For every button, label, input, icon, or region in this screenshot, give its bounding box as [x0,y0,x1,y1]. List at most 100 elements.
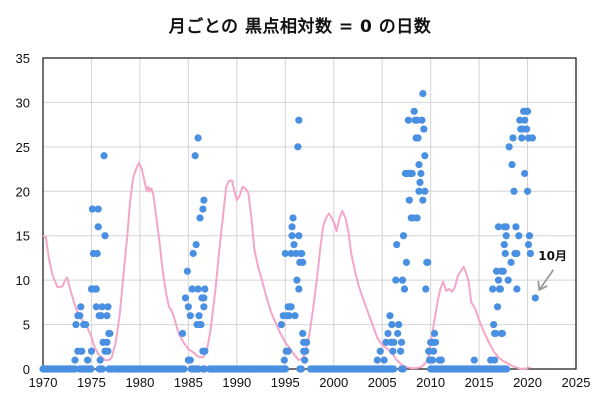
data-point [493,303,502,311]
data-point [390,338,398,346]
x-tick-label: 2000 [319,375,348,390]
data-point [92,303,100,311]
data-point [200,196,208,204]
data-point [502,232,510,240]
scatter-series [39,89,539,373]
data-point [87,347,96,355]
data-point [415,161,423,169]
data-point-zero [390,365,398,373]
data-point [418,116,426,124]
x-tick-label: 2010 [416,375,445,390]
x-tick-label: 2025 [562,375,591,390]
data-point-zero [502,365,511,373]
data-point [496,285,505,293]
data-point [96,356,104,364]
annotation-arrowhead [537,280,548,292]
annotation-group: 10月 [537,249,567,292]
data-point [88,205,97,213]
data-point [523,107,532,115]
data-point [500,241,508,249]
data-point [302,338,311,346]
annotation-label: 10月 [538,249,567,263]
data-point [400,285,409,293]
data-point [194,285,202,293]
data-point [291,312,299,320]
y-tick-label: 0 [23,362,30,377]
data-point [300,347,308,355]
data-point [408,169,416,178]
data-point [83,356,92,364]
y-tick-label: 25 [16,140,30,155]
data-point [103,312,111,320]
data-point [386,312,394,320]
data-point [94,223,102,231]
data-point [78,347,86,355]
data-point-zero [180,365,188,373]
data-point [285,312,293,320]
data-point [429,338,438,346]
x-tick-labels: 1970 1975 1980 1985 1990 1995 2000 2005 2010 2015… [29,375,591,390]
y-tick-label: 15 [16,229,30,244]
data-point [494,223,503,231]
data-point [521,116,529,124]
data-point [393,241,401,249]
data-point [196,214,204,222]
x-tick-label: 1970 [29,375,58,390]
data-point [200,294,208,302]
data-point [526,249,535,258]
smoothed-line [42,161,531,370]
data-point [77,303,85,311]
data-point [405,196,413,204]
data-point [82,320,90,329]
data-point [531,294,539,302]
data-point [421,152,429,160]
data-point [101,232,109,240]
data-point [515,232,523,240]
data-point [289,214,297,222]
data-point [94,205,102,213]
data-point [396,347,405,355]
data-point [299,258,307,266]
data-point [281,249,289,258]
y-tick-label: 10 [16,273,30,288]
data-point [106,329,114,338]
data-point [422,285,430,293]
data-point [290,241,298,249]
data-point [416,178,424,186]
x-tick-label: 1985 [174,375,203,390]
data-point [402,258,411,266]
data-point [499,267,507,275]
data-point [505,143,513,151]
data-point [299,329,307,338]
data-point [397,338,406,346]
data-point [373,356,381,364]
data-point [98,303,106,311]
data-point [189,249,197,258]
y-tick-label: 5 [23,318,30,333]
data-point [280,356,288,364]
data-point [399,232,408,240]
data-point [430,329,439,338]
data-point [437,356,445,364]
data-point [181,294,190,302]
data-point [419,89,427,98]
annotation-arrow [538,269,555,291]
data-point [195,312,203,320]
data-point [199,205,207,213]
data-point [200,303,208,311]
data-point [194,134,202,142]
data-point [104,303,112,311]
x-tick-label: 1975 [77,375,106,390]
data-point [489,285,497,293]
data-point [420,125,428,133]
data-point [389,347,397,355]
data-point [414,134,422,142]
data-point [513,285,521,293]
data-point [93,249,101,258]
data-point [498,329,506,338]
x-tick-label: 2020 [513,375,542,390]
data-point [394,329,402,338]
data-point [417,169,425,178]
data-point [388,320,396,329]
data-point-zero [87,365,95,373]
